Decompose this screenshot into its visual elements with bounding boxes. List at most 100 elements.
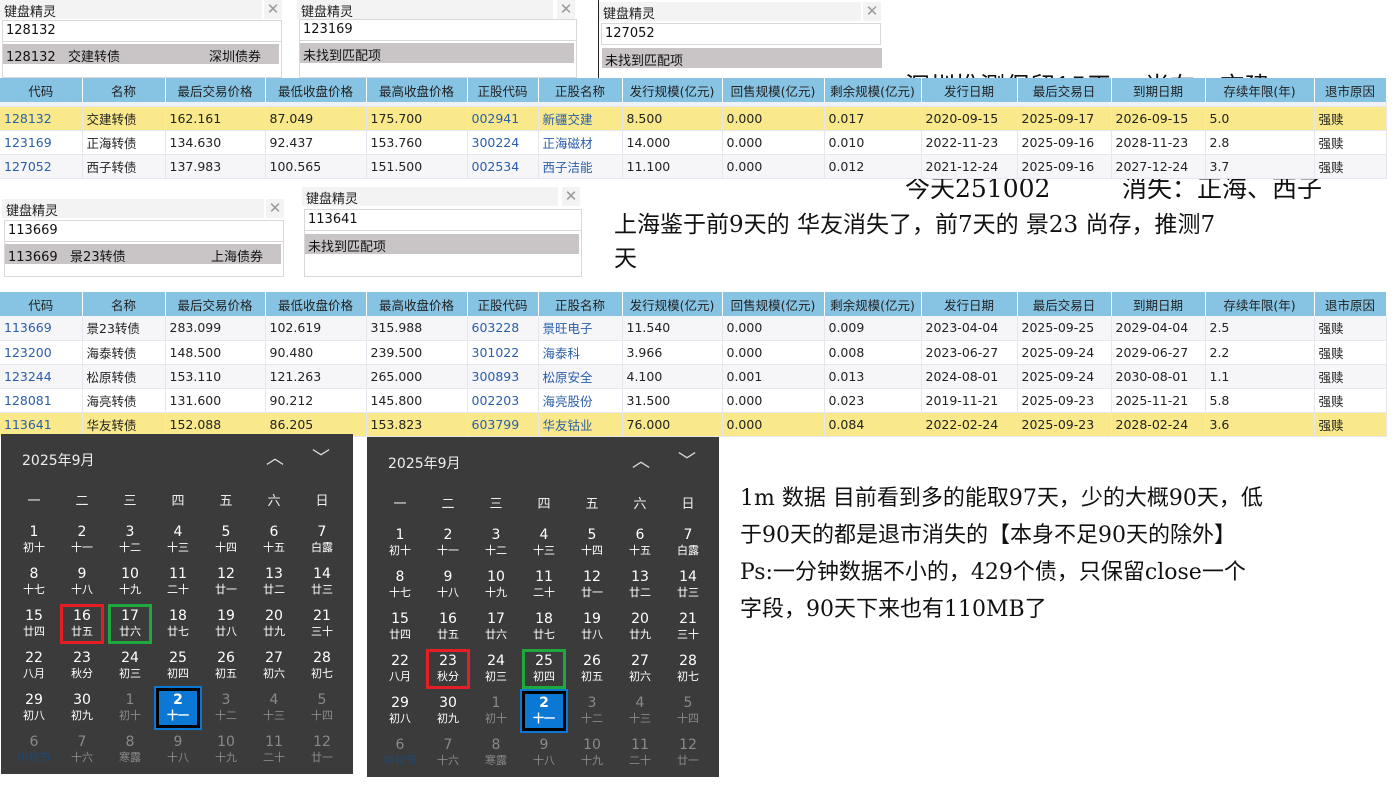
column-header-issue-date[interactable]: 发行日期 (921, 78, 1018, 102)
calendar-day[interactable]: 30 初九 (60, 688, 104, 728)
calendar-day[interactable]: 9 十八 (156, 730, 200, 770)
calendar-day[interactable]: 7 白露 (300, 520, 344, 560)
calendar-day[interactable]: 9 十八 (60, 562, 104, 602)
calendar-day[interactable]: 7 白露 (666, 523, 710, 563)
calendar-day[interactable]: 28 初七 (300, 646, 344, 686)
calendar-day[interactable]: 1 初十 (12, 520, 56, 560)
column-header-max-close[interactable]: 最高收盘价格 (366, 292, 468, 316)
calendar-day[interactable]: 13 廿二 (618, 565, 662, 605)
column-header-last-trade-date[interactable]: 最后交易日 (1017, 292, 1112, 316)
calendar-day[interactable]: 5 十四 (204, 520, 248, 560)
close-icon[interactable]: ✕ (863, 2, 881, 21)
calendar-day[interactable]: 23 秋分 (60, 646, 104, 686)
calendar-day-marked-green[interactable]: 17 廿六 (108, 604, 152, 644)
calendar-day[interactable]: 5 十四 (570, 523, 614, 563)
calendar-day[interactable]: 4 十三 (618, 691, 662, 731)
calendar-day[interactable]: 5 十四 (300, 688, 344, 728)
calendar-day[interactable]: 27 初六 (252, 646, 296, 686)
calendar-day[interactable]: 11 二十 (252, 730, 296, 770)
calendar-day[interactable]: 28 初七 (666, 649, 710, 689)
calendar-day[interactable]: 2 十一 (426, 523, 470, 563)
column-header-delist-reason[interactable]: 退市原因 (1314, 292, 1387, 316)
column-header-name[interactable]: 名称 (82, 78, 166, 102)
column-header-min-close[interactable]: 最低收盘价格 (265, 292, 367, 316)
calendar-day[interactable]: 3 十二 (570, 691, 614, 731)
calendar-day[interactable]: 12 廿一 (300, 730, 344, 770)
calendar-day[interactable]: 30 初九 (426, 691, 470, 731)
calendar-day[interactable]: 22 八月 (378, 649, 422, 689)
calendar-day[interactable]: 12 廿一 (204, 562, 248, 602)
column-header-duration[interactable]: 存续年限(年) (1205, 78, 1315, 102)
calendar-day[interactable]: 21 三十 (300, 604, 344, 644)
column-header-issue-date[interactable]: 发行日期 (921, 292, 1018, 316)
column-header-delist-reason[interactable]: 退市原因 (1314, 78, 1387, 102)
calendar-day[interactable]: 15 廿四 (12, 604, 56, 644)
column-header-stock-name[interactable]: 正股名称 (538, 292, 623, 316)
calendar-day-marked-red[interactable]: 16 廿五 (60, 604, 104, 644)
calendar-day[interactable]: 29 初八 (378, 691, 422, 731)
calendar-day[interactable]: 20 廿九 (618, 607, 662, 647)
calendar-day[interactable]: 7 十六 (426, 733, 470, 773)
table-row[interactable]: 123200 海泰转债 148.500 90.480 239.500 301022 海泰科 3… (0, 340, 1387, 365)
calendar-day[interactable]: 5 十四 (666, 691, 710, 731)
calendar-day-today[interactable]: 2 十一 (520, 689, 568, 733)
calendar-day[interactable]: 9 十八 (522, 733, 566, 773)
calendar-day[interactable]: 11 二十 (618, 733, 662, 773)
table-row[interactable]: 123169 正海转债 134.630 92.437 153.760 300224 正海磁材… (0, 130, 1387, 155)
code-input[interactable]: 113641 (304, 209, 582, 231)
close-icon[interactable]: ✕ (562, 187, 580, 206)
close-icon[interactable]: ✕ (266, 199, 284, 218)
column-header-duration[interactable]: 存续年限(年) (1205, 292, 1315, 316)
calendar-day[interactable]: 1 初十 (378, 523, 422, 563)
calendar-day[interactable]: 8 寒露 (474, 733, 518, 773)
column-header-code[interactable]: 代码 (0, 292, 83, 316)
code-input[interactable]: 127052 (601, 23, 881, 45)
column-header-stock-code[interactable]: 正股代码 (467, 292, 539, 316)
column-header-code[interactable]: 代码 (0, 78, 83, 102)
calendar-day[interactable]: 10 十九 (474, 565, 518, 605)
calendar-day[interactable]: 11 二十 (156, 562, 200, 602)
calendar-day[interactable]: 4 十三 (156, 520, 200, 560)
calendar-day-marked-red[interactable]: 23 秋分 (426, 649, 470, 689)
calendar-day[interactable]: 3 十二 (474, 523, 518, 563)
calendar-day[interactable]: 6 中秋节 (378, 733, 422, 773)
calendar-day[interactable]: 16 廿五 (426, 607, 470, 647)
calendar-day[interactable]: 14 廿三 (666, 565, 710, 605)
calendar-day[interactable]: 2 十一 (60, 520, 104, 560)
calendar-day[interactable]: 10 十九 (204, 730, 248, 770)
chevron-down-icon[interactable]: ﹀ (312, 448, 330, 469)
column-header-issue-size[interactable]: 发行规模(亿元) (622, 78, 723, 102)
calendar-day[interactable]: 6 中秋节 (12, 730, 56, 770)
calendar-day[interactable]: 6 十五 (252, 520, 296, 560)
column-header-maturity-date[interactable]: 到期日期 (1111, 292, 1206, 316)
calendar-day[interactable]: 20 廿九 (252, 604, 296, 644)
calendar-day[interactable]: 10 十九 (570, 733, 614, 773)
calendar-day[interactable]: 1 初十 (474, 691, 518, 731)
calendar-day[interactable]: 15 廿四 (378, 607, 422, 647)
column-header-putback-size[interactable]: 回售规模(亿元) (722, 292, 825, 316)
calendar-day[interactable]: 9 十八 (426, 565, 470, 605)
column-header-max-close[interactable]: 最高收盘价格 (366, 78, 468, 102)
column-header-last-price[interactable]: 最后交易价格 (165, 78, 266, 102)
column-header-last-trade-date[interactable]: 最后交易日 (1017, 78, 1112, 102)
calendar-day[interactable]: 27 初六 (618, 649, 662, 689)
calendar-day[interactable]: 8 寒露 (108, 730, 152, 770)
calendar-day[interactable]: 10 十九 (108, 562, 152, 602)
calendar-day[interactable]: 8 十七 (378, 565, 422, 605)
calendar-day[interactable]: 22 八月 (12, 646, 56, 686)
column-header-issue-size[interactable]: 发行规模(亿元) (622, 292, 723, 316)
close-icon[interactable]: ✕ (264, 0, 282, 19)
calendar-day[interactable]: 26 初五 (204, 646, 248, 686)
calendar-day[interactable]: 25 初四 (156, 646, 200, 686)
close-icon[interactable]: ✕ (557, 0, 575, 19)
calendar-day[interactable]: 12 廿一 (666, 733, 710, 773)
calendar-day[interactable]: 13 廿二 (252, 562, 296, 602)
calendar-day[interactable]: 24 初三 (474, 649, 518, 689)
column-header-remaining-size[interactable]: 剩余规模(亿元) (824, 78, 922, 102)
chevron-up-icon[interactable]: ︿ (266, 448, 284, 469)
column-header-putback-size[interactable]: 回售规模(亿元) (722, 78, 825, 102)
column-header-stock-name[interactable]: 正股名称 (538, 78, 623, 102)
calendar-day[interactable]: 24 初三 (108, 646, 152, 686)
calendar-day[interactable]: 8 十七 (12, 562, 56, 602)
code-input[interactable]: 113669 (4, 220, 284, 242)
